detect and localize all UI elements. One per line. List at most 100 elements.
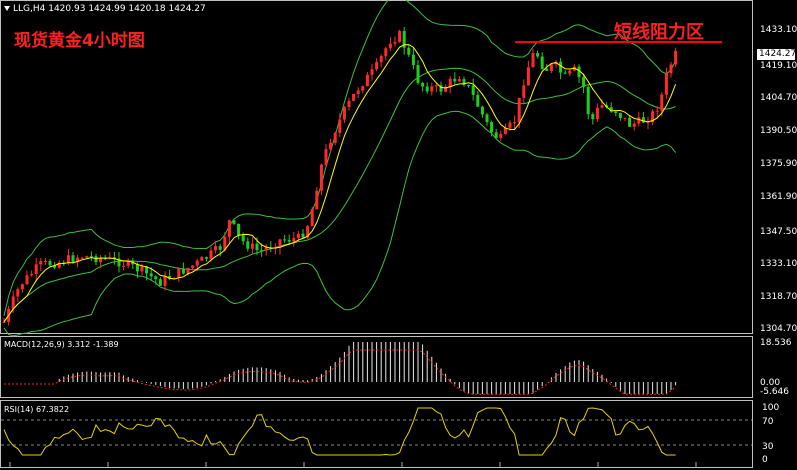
candle (398, 29, 402, 43)
candle (586, 84, 590, 120)
candle (278, 238, 282, 255)
candle (614, 110, 618, 117)
candle (503, 123, 507, 135)
candle (292, 231, 296, 247)
candle (122, 261, 126, 271)
middle-band (3, 67, 676, 323)
chart-frames (0, 0, 753, 468)
candle (439, 81, 443, 96)
candle (577, 64, 581, 83)
rsi-tick-100: 100 (762, 403, 780, 413)
candle (214, 240, 218, 254)
macd-tick-min: -5.646 (760, 387, 790, 397)
price-tick: 1419.10 (760, 61, 797, 71)
candle (356, 87, 360, 98)
candle (283, 234, 287, 243)
candle (430, 82, 434, 96)
candle (480, 105, 484, 118)
rsi-path (3, 407, 676, 456)
candle (200, 255, 204, 261)
ohlc-close: 1424.27 (168, 4, 206, 14)
candle (425, 82, 429, 94)
candle (632, 120, 636, 131)
candle (246, 237, 250, 252)
candle (568, 69, 572, 77)
candle (301, 229, 305, 239)
candle (453, 72, 457, 85)
rsi-line (3, 407, 676, 456)
candle (494, 128, 498, 139)
candle (347, 98, 351, 111)
candle (145, 265, 149, 281)
candle (2, 317, 6, 323)
candle (94, 253, 98, 266)
macd-histogram (4, 342, 677, 395)
candle (85, 255, 89, 259)
candle (16, 287, 20, 302)
candle (131, 257, 135, 270)
current-price-badge: 1424.27 (757, 49, 797, 60)
candle (232, 219, 236, 226)
candle (462, 76, 466, 87)
candle (250, 237, 254, 254)
candle (526, 60, 530, 86)
candle (513, 115, 517, 129)
candle (411, 48, 415, 70)
candle (646, 116, 650, 130)
ohlc-high: 1424.99 (88, 4, 126, 14)
ma-line (3, 44, 677, 323)
candle (223, 232, 227, 252)
candle (393, 36, 397, 47)
candle (623, 117, 627, 122)
ohlc-open: 1420.93 (48, 4, 86, 14)
candle (540, 52, 544, 70)
candle (204, 256, 208, 262)
candle (536, 50, 540, 59)
candle (209, 247, 213, 262)
candle (99, 255, 103, 269)
candle (370, 64, 374, 81)
candle (467, 84, 471, 88)
candle (618, 112, 622, 121)
price-tick: 1347.50 (760, 227, 797, 237)
candle (628, 115, 632, 128)
rsi-tick-0: 0 (762, 455, 768, 465)
candle (177, 268, 181, 282)
lower-band (3, 110, 676, 337)
candle (57, 260, 61, 269)
candle (591, 112, 595, 125)
candle (448, 76, 452, 94)
candle (402, 26, 406, 55)
candle (163, 271, 167, 291)
candle (333, 131, 337, 146)
candle (126, 258, 130, 269)
candle (39, 257, 43, 271)
candle (34, 257, 38, 281)
candle (609, 102, 613, 113)
candle (384, 46, 388, 61)
candle (651, 109, 655, 125)
candle (30, 270, 34, 277)
candle (531, 48, 535, 68)
dropdown-icon[interactable] (4, 6, 10, 11)
candle (25, 270, 29, 286)
price-tick: 1333.10 (760, 259, 797, 269)
candle (563, 70, 567, 75)
candle (237, 223, 241, 240)
candle (315, 186, 319, 210)
candle (669, 62, 673, 78)
candle (264, 243, 268, 256)
price-tick: 1390.50 (760, 126, 797, 136)
macd-label: MACD(12,26,9) 3.312 -1.389 (4, 340, 119, 349)
rsi-tick-70: 70 (762, 417, 774, 427)
candle (499, 130, 503, 142)
candle (20, 283, 24, 293)
chart-title: 现货黄金4小时图 (14, 31, 145, 51)
candle (407, 45, 411, 58)
candle (582, 73, 586, 94)
candle (149, 267, 153, 281)
candle (600, 99, 604, 109)
candle (287, 234, 291, 246)
candle (388, 37, 392, 51)
